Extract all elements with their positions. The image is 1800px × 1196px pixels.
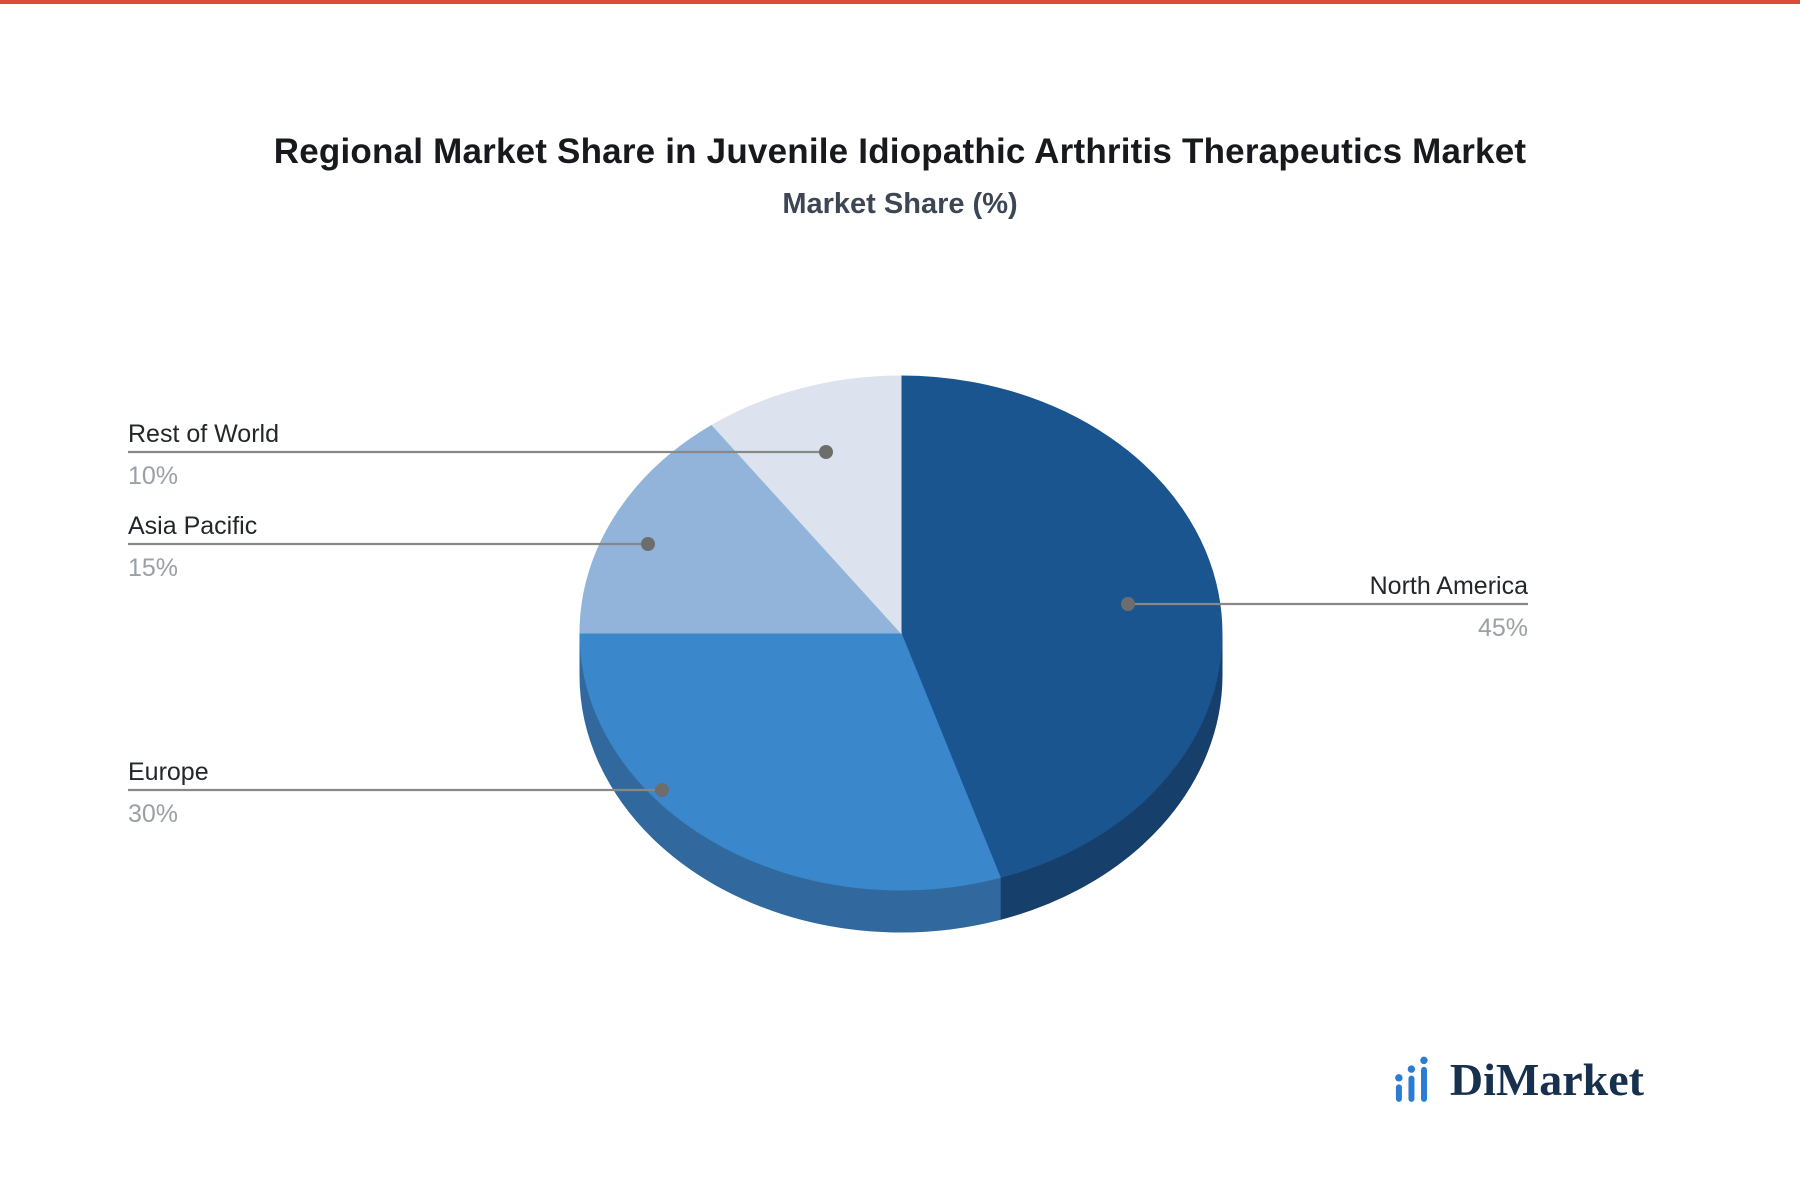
leader-dot-north-america bbox=[1121, 597, 1135, 611]
pie-slice-europe[interactable] bbox=[579, 632, 1001, 891]
chart-title: Regional Market Share in Juvenile Idiopa… bbox=[273, 132, 1527, 171]
leader-lines-group bbox=[128, 450, 1528, 792]
slice-label-europe: Europe bbox=[128, 758, 209, 786]
slice-label-asia-pacific: Asia Pacific bbox=[128, 512, 258, 540]
chart-subtitle: Market Share (%) bbox=[782, 188, 1018, 220]
dimarket-wordmark: DiMarket bbox=[1449, 1054, 1644, 1105]
leader-dot-asia-pacific bbox=[641, 537, 655, 551]
leader-dot-rest-of-world bbox=[819, 445, 833, 459]
slice-value-asia-pacific: 15% bbox=[128, 554, 179, 582]
slice-label-rest-of-world: Rest of World bbox=[128, 420, 279, 448]
pie-slice-north-america[interactable] bbox=[900, 375, 1223, 878]
slice-label-north-america: North America bbox=[1369, 572, 1528, 600]
slice-value-rest-of-world: 10% bbox=[128, 462, 179, 490]
leader-dots-group bbox=[641, 445, 1135, 797]
pie-slice-asia-pacific[interactable] bbox=[579, 424, 903, 634]
dimarket-logo: DiMarket bbox=[1392, 1056, 1644, 1104]
top-red-strip bbox=[0, 0, 1800, 4]
leader-dot-europe bbox=[655, 783, 669, 797]
bar-chart-logo-icon bbox=[1394, 1056, 1428, 1102]
pie-slices-group bbox=[579, 375, 1223, 933]
pie-slice-rest-of-world[interactable] bbox=[711, 375, 902, 635]
slice-value-europe: 30% bbox=[128, 800, 179, 828]
slice-value-north-america: 45% bbox=[1477, 614, 1528, 642]
